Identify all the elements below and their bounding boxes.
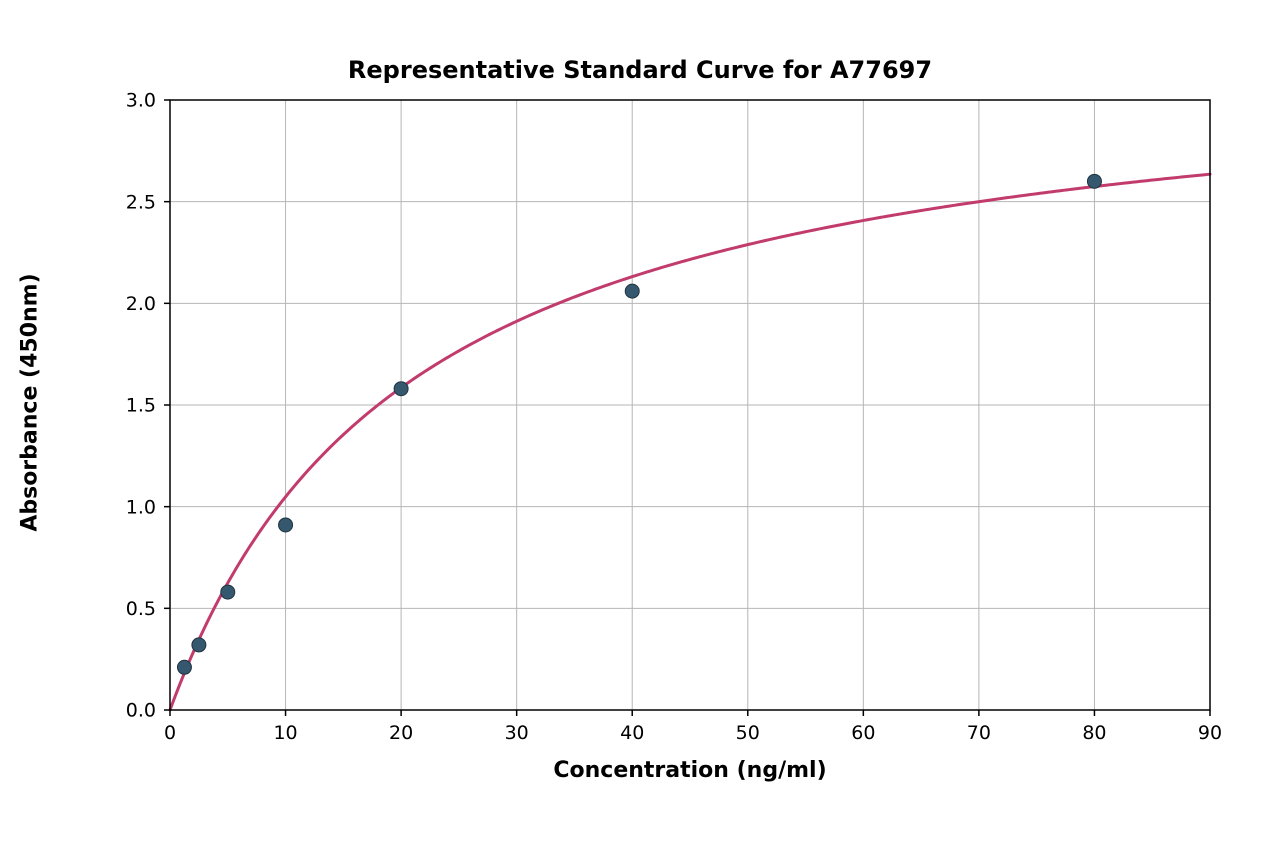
- chart-plot-area: 0 10 20 30 40 50 60 70 80 90 0.0 0.5 1.0 1.5 2.0 2.5 3.0: [110, 80, 1230, 770]
- y-axis-label: Absorbance (450nm): [18, 98, 43, 708]
- data-point: [279, 518, 293, 532]
- y-tick-label: 3.0: [126, 90, 156, 112]
- data-point: [394, 382, 408, 396]
- x-tick-label: 20: [389, 722, 413, 744]
- data-point: [625, 284, 639, 298]
- x-tick-label: 0: [164, 722, 176, 744]
- data-point: [192, 638, 206, 652]
- x-tick-label: 40: [620, 722, 644, 744]
- y-tick-label: 0.0: [126, 700, 156, 722]
- x-tick-label: 90: [1198, 722, 1222, 744]
- data-point: [1087, 174, 1101, 188]
- x-tick-label: 60: [851, 722, 875, 744]
- figure-container: Representative Standard Curve for A77697…: [0, 0, 1280, 845]
- x-tick-label: 30: [505, 722, 529, 744]
- y-tick-label: 2.5: [126, 191, 156, 213]
- data-point: [177, 660, 191, 674]
- y-tick-label: 1.5: [126, 395, 156, 417]
- x-tick-label: 80: [1082, 722, 1106, 744]
- data-point: [221, 585, 235, 599]
- y-tick-label: 1.0: [126, 496, 156, 518]
- x-tick-label: 70: [967, 722, 991, 744]
- y-tick-label: 2.0: [126, 293, 156, 315]
- x-tick-label: 10: [273, 722, 297, 744]
- y-tick-label: 0.5: [126, 598, 156, 620]
- x-tick-label: 50: [736, 722, 760, 744]
